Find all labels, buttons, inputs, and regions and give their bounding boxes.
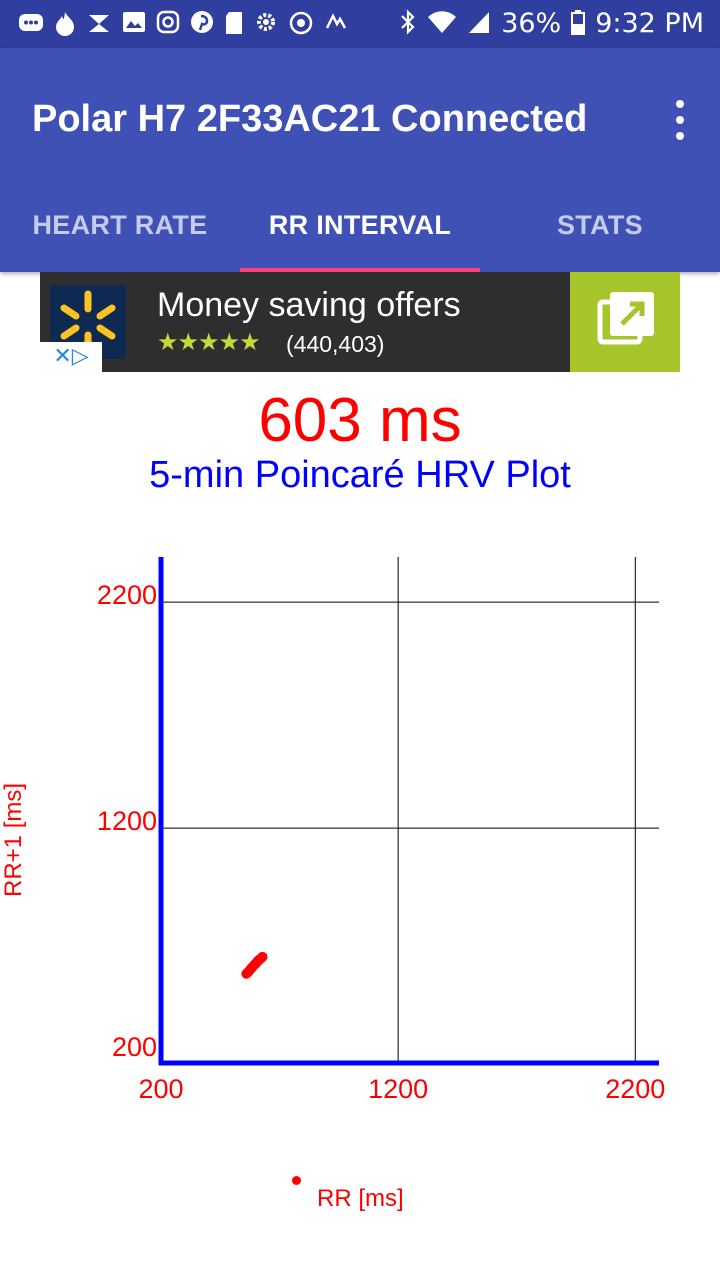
x-axis-label: RR [ms] <box>317 1185 404 1212</box>
image-icon <box>122 10 146 44</box>
ad-review-count: (440,403) <box>286 331 385 357</box>
rr-value: 603 ms <box>258 386 462 455</box>
pinterest-icon <box>190 10 214 44</box>
sync-icon <box>288 10 314 44</box>
bluetooth-icon <box>399 9 417 39</box>
tab-rr-interval[interactable]: RR INTERVAL <box>240 178 480 272</box>
data-point <box>257 951 268 962</box>
system-status: 36% 9:32 PM <box>399 8 704 40</box>
x-tick-label: 2200 <box>605 1074 665 1104</box>
open-external-icon[interactable] <box>570 272 680 372</box>
tab-heart-rate[interactable]: HEART RATE <box>32 209 208 240</box>
plot-title: 5-min Poincaré HRV Plot <box>149 454 571 496</box>
battery-percent: 36% <box>501 8 562 39</box>
notification-icons <box>18 10 348 44</box>
hourglass-icon <box>86 10 112 44</box>
walmart-logo-icon <box>50 285 126 359</box>
chat-icon <box>18 10 44 44</box>
x-axis-marker <box>292 1176 301 1185</box>
ad-title: Money saving offers <box>157 286 461 324</box>
battery-icon <box>571 9 586 39</box>
fitness-icon <box>324 10 348 44</box>
wifi-icon <box>427 9 457 39</box>
overflow-menu-icon[interactable] <box>670 100 690 140</box>
instagram-icon <box>156 10 180 44</box>
tab-stats[interactable]: STATS <box>557 209 643 240</box>
signal-icon <box>467 9 491 39</box>
gear-icon <box>254 10 278 44</box>
poincare-plot: 200 1200 2200 200 1200 2200 <box>97 557 665 1104</box>
ad-choices-icon[interactable]: ✕▷ <box>40 342 102 372</box>
sd-card-icon <box>224 10 244 44</box>
tinder-icon <box>54 10 76 44</box>
y-tick-label: 1200 <box>97 806 157 836</box>
clock: 9:32 PM <box>595 8 704 39</box>
y-tick-label: 2200 <box>97 580 157 610</box>
app-bar: Polar H7 2F33AC21 Connected HEART RATE R… <box>0 48 720 272</box>
x-tick-label: 200 <box>138 1074 183 1104</box>
ad-banner[interactable]: Money saving offers ★★★★★ (440,403) ✕▷ <box>40 272 680 372</box>
y-tick-label: 200 <box>112 1032 157 1062</box>
status-bar: 36% 9:32 PM <box>0 0 720 48</box>
y-axis-label: RR+1 [ms] <box>0 782 27 897</box>
tab-bar: HEART RATE RR INTERVAL STATS <box>0 178 720 272</box>
x-tick-label: 1200 <box>368 1074 428 1104</box>
page-title: Polar H7 2F33AC21 Connected <box>32 98 588 140</box>
ad-rating-stars: ★★★★★ <box>157 328 261 356</box>
